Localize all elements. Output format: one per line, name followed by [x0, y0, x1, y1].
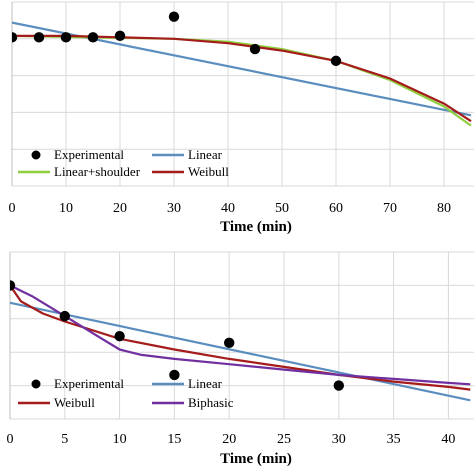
series-line-weibull	[12, 34, 472, 123]
x-tick-label: 40	[221, 201, 235, 216]
legend: Experimental Linear Linear+shoulder Weibull	[18, 147, 229, 179]
data-point	[114, 30, 126, 42]
x-axis-label: Time (min)	[220, 451, 292, 467]
legend-label: Linear	[188, 147, 223, 162]
plot-area	[12, 11, 472, 127]
data-point	[333, 380, 344, 391]
legend-label: Biphasic	[188, 395, 234, 410]
data-point	[10, 280, 16, 291]
data-point	[224, 337, 235, 349]
legend-marker	[31, 150, 41, 160]
legend-item: Experimental	[31, 376, 124, 391]
plot-area	[10, 280, 471, 402]
legend-item: Linear	[152, 147, 223, 162]
data-point	[87, 32, 99, 43]
x-tick-label: 30	[332, 432, 346, 447]
x-tick-label: 40	[441, 432, 455, 447]
x-tick-label: 15	[167, 432, 181, 447]
x-tick-label: 5	[61, 432, 68, 447]
chart-panel-1: 0 10 20 30 40 50 60 70 80 Time (min) Experimental L…	[9, 1, 474, 235]
data-point	[249, 43, 261, 55]
legend-item: Linear+shoulder	[18, 164, 141, 179]
legend-label: Experimental	[54, 376, 124, 391]
x-tick-label: 20	[113, 201, 127, 216]
series-line-linear	[10, 301, 471, 402]
x-axis-label: Time (min)	[220, 219, 292, 235]
data-point	[60, 32, 72, 43]
data-point	[59, 310, 70, 322]
x-tick-label: 70	[383, 201, 397, 216]
legend-item: Experimental	[31, 147, 124, 162]
legend: Experimental Linear Weibull Biphasic	[18, 376, 234, 410]
x-tick-label: 10	[113, 432, 127, 447]
data-point	[12, 32, 18, 43]
series-line-weibull	[10, 284, 471, 391]
series-line-biphasic	[10, 284, 471, 386]
legend-item: Biphasic	[152, 395, 234, 410]
legend-label: Experimental	[54, 147, 124, 162]
x-tick-label: 80	[437, 201, 451, 216]
x-tick-label: 35	[387, 432, 401, 447]
data-point	[168, 11, 180, 22]
x-tick-label: 10	[59, 201, 73, 216]
data-point	[169, 369, 180, 381]
legend-label: Weibull	[188, 164, 229, 179]
x-tick-label: 25	[277, 432, 291, 447]
x-tick-label: 30	[167, 201, 181, 216]
x-tick-label: 0	[9, 201, 16, 216]
legend-item: Weibull	[152, 164, 229, 179]
legend-label: Linear	[188, 376, 223, 391]
x-tick-label: 50	[275, 201, 289, 216]
x-tick-label: 0	[7, 432, 14, 447]
legend-label: Linear+shoulder	[54, 164, 141, 179]
x-tick-label: 60	[329, 201, 343, 216]
chart-panel-2: 0 5 10 15 20 25 30 35 40 Time (min) Experimental Li…	[7, 251, 474, 467]
data-point	[114, 330, 125, 342]
legend-item: Linear	[152, 376, 223, 391]
legend-item: Weibull	[18, 395, 95, 410]
legend-label: Weibull	[54, 395, 95, 410]
data-point	[33, 32, 45, 43]
legend-marker	[31, 379, 41, 389]
data-point	[330, 55, 342, 67]
x-tick-label: 20	[222, 432, 236, 447]
